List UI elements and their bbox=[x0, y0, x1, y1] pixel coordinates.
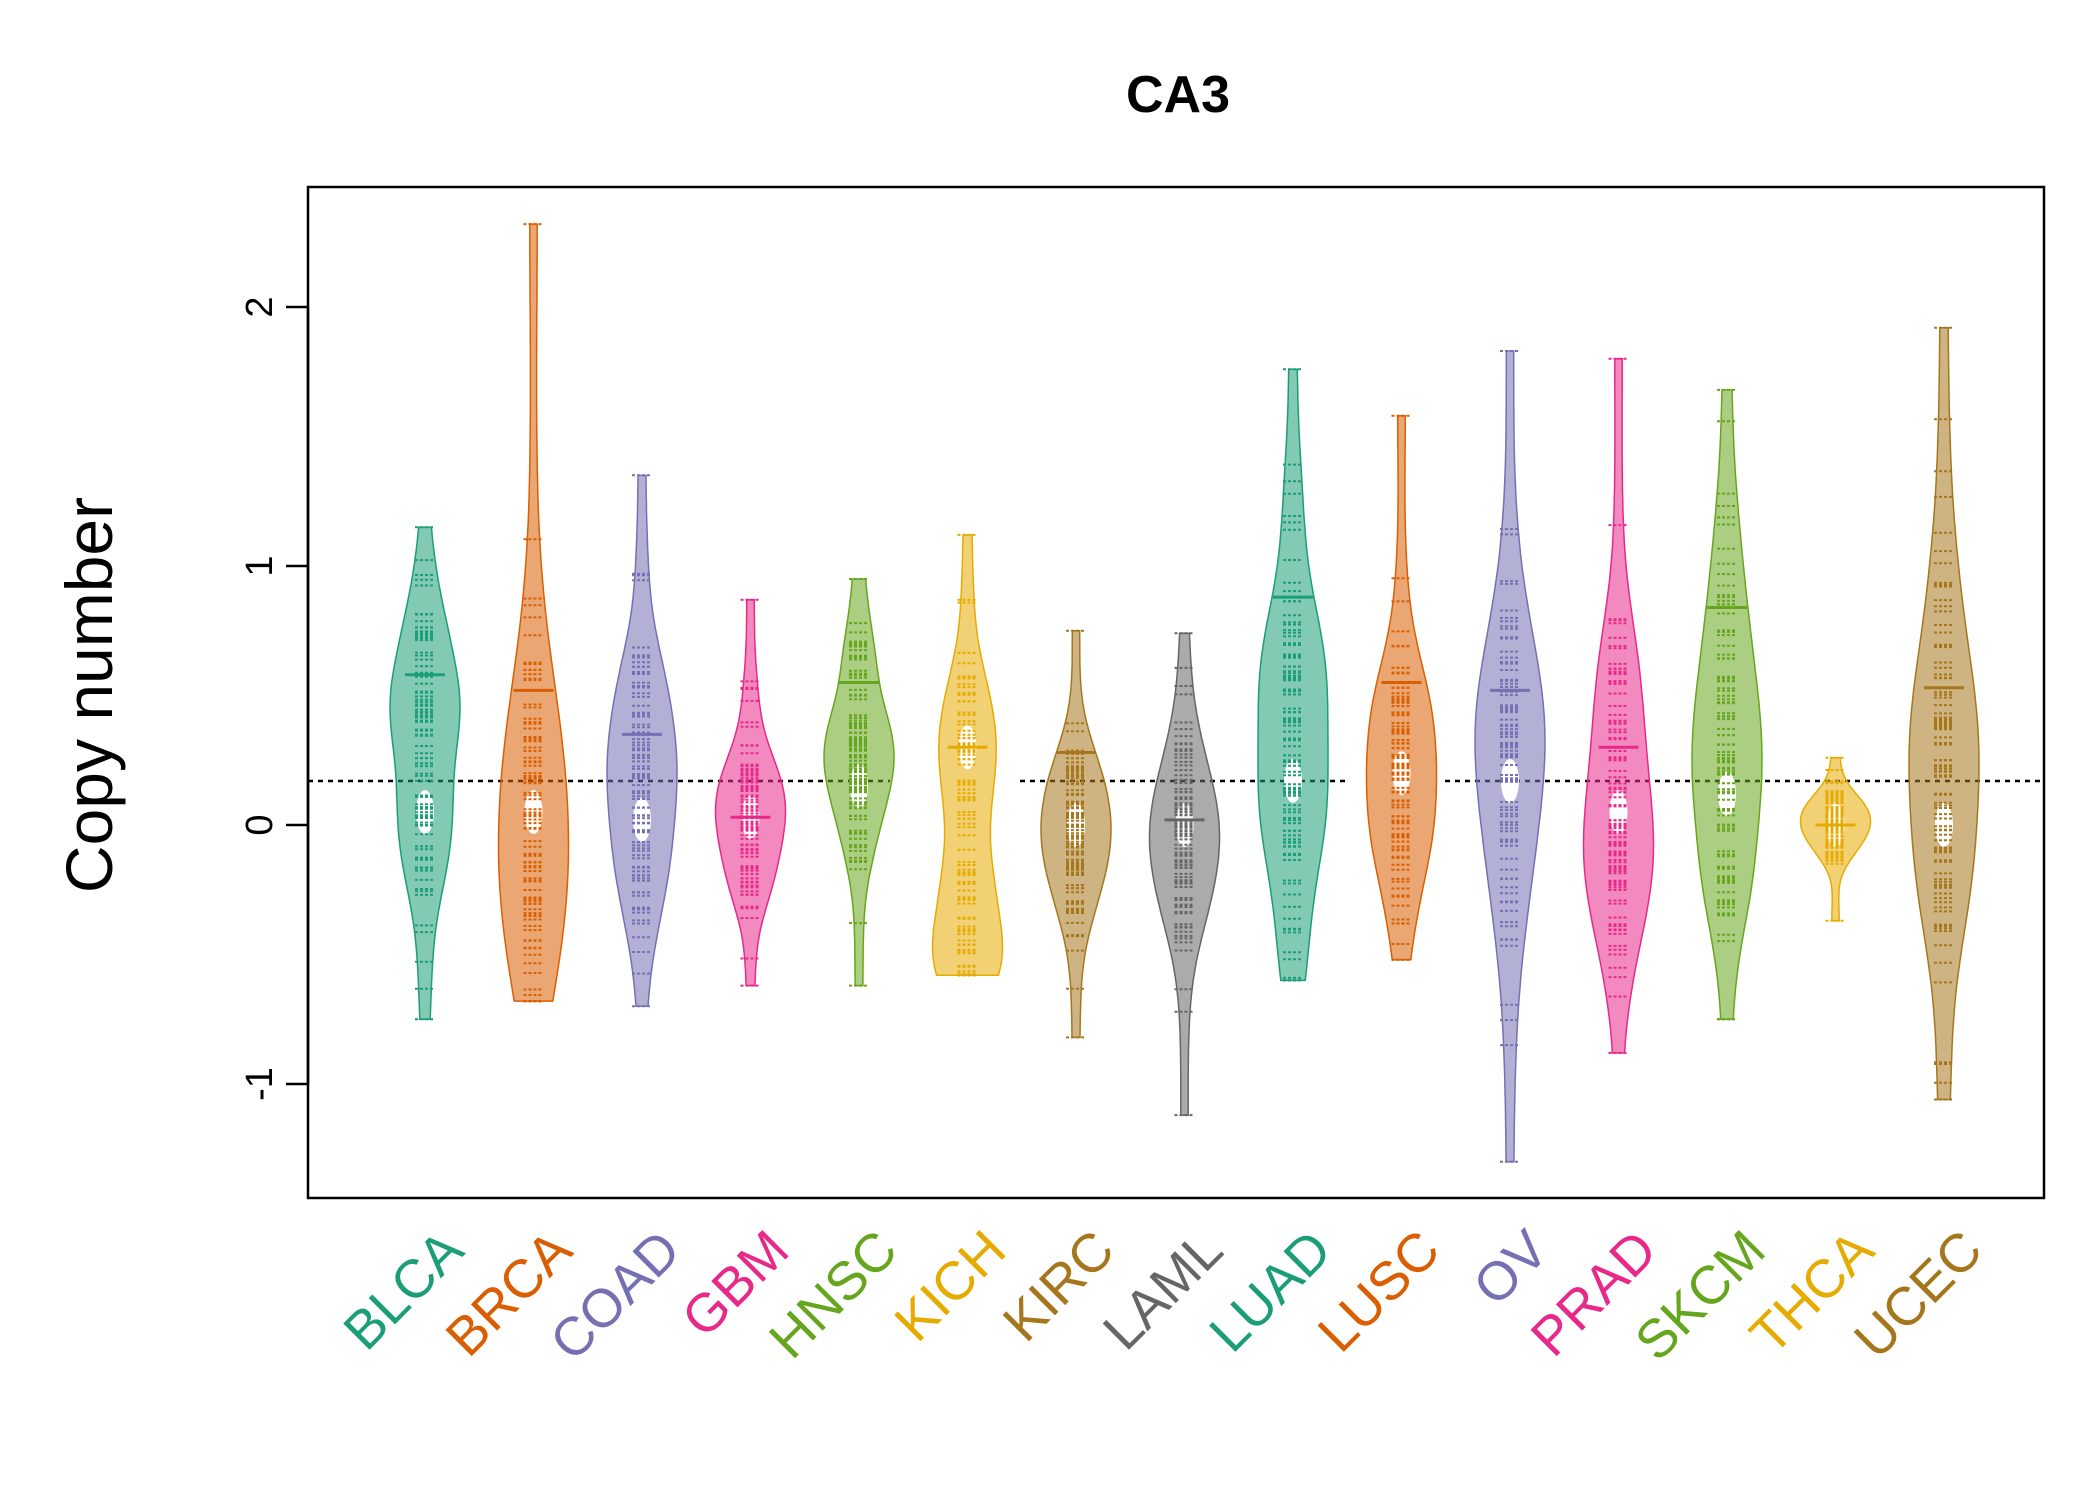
y-axis-label: Copy number bbox=[52, 497, 126, 893]
beans-group bbox=[389, 223, 1980, 1163]
bean-laml bbox=[1148, 632, 1221, 1117]
bean-kirc bbox=[1040, 629, 1112, 1039]
bean-density bbox=[497, 223, 570, 1002]
y-axis: -1 0 1 2 bbox=[239, 296, 310, 1101]
bean-brca bbox=[497, 223, 570, 1003]
bean-density bbox=[606, 474, 678, 1008]
bean-density bbox=[714, 598, 787, 987]
bean-density bbox=[1257, 368, 1329, 982]
bean-gbm bbox=[714, 598, 787, 987]
bean-ov bbox=[1474, 350, 1546, 1163]
bean-hnsc bbox=[823, 578, 895, 987]
bean-prad bbox=[1582, 357, 1655, 1054]
x-tick-label-kich: KICH bbox=[883, 1219, 1017, 1353]
bean-skcm bbox=[1691, 388, 1763, 1021]
bean-ucec bbox=[1908, 326, 1980, 1101]
y-tick-label: 1 bbox=[239, 555, 281, 576]
bean-thca bbox=[1799, 756, 1872, 922]
y-tick-label: 2 bbox=[239, 296, 281, 317]
bean-blca bbox=[389, 526, 461, 1021]
x-tick-label-lusc: LUSC bbox=[1307, 1219, 1451, 1363]
x-tick-label-laml: LAML bbox=[1092, 1219, 1234, 1361]
bean-hollow bbox=[633, 797, 651, 842]
bean-density bbox=[1691, 389, 1763, 1021]
bean-coad bbox=[606, 474, 678, 1008]
y-tick-label: 0 bbox=[239, 814, 281, 835]
bean-luad bbox=[1257, 368, 1329, 982]
x-tick-label-hnsc: HNSC bbox=[758, 1219, 909, 1370]
x-tick-label-ucec: UCEC bbox=[1843, 1219, 1994, 1370]
x-tick-label-luad: LUAD bbox=[1198, 1219, 1342, 1363]
chart-title: CA3 bbox=[1126, 66, 1230, 124]
y-tick-label: -1 bbox=[239, 1067, 281, 1101]
bean-lusc bbox=[1365, 414, 1438, 961]
bean-kich bbox=[931, 533, 1004, 977]
